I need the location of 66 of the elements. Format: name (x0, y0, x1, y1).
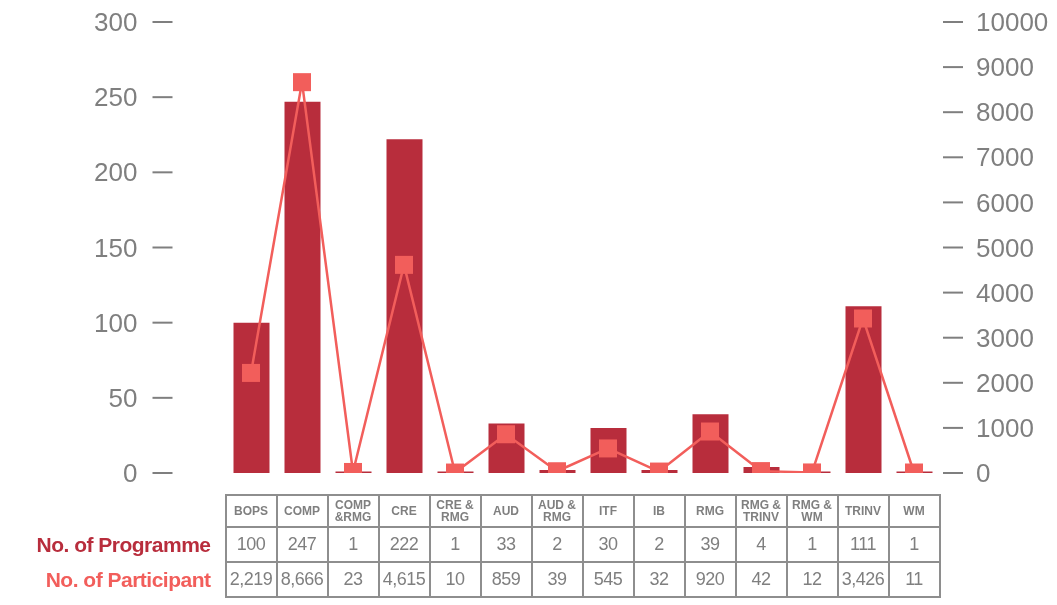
x-tick-label: RMG & TRINV (735, 495, 787, 527)
data-label: 30 (582, 527, 634, 562)
x-tick-label: COMP &RMG (327, 495, 379, 527)
data-label: 39 (531, 562, 583, 597)
text: No. of Participant (44, 566, 212, 593)
x-tick-label: BOPS (225, 495, 277, 527)
data-label: 3,426 (837, 562, 889, 597)
x-tick-label: CRE (378, 495, 430, 527)
x-tick-label: CRE & RMG (429, 495, 481, 527)
data-label: 42 (735, 562, 787, 597)
x-tick-label: COMP (276, 495, 328, 527)
data-label: 4,615 (378, 562, 430, 597)
y-tick-label: 300 (94, 7, 138, 38)
y2-tick-label: 6000 (976, 187, 1034, 218)
y-tick-label: 250 (94, 82, 138, 113)
data-label: 4 (735, 527, 787, 562)
data-label: 247 (276, 527, 328, 562)
data-label: 32 (633, 562, 685, 597)
y2-tick-label: 9000 (976, 52, 1034, 83)
data-label: 920 (684, 562, 736, 597)
y-tick-label: 150 (94, 232, 138, 263)
data-label: 1 (429, 527, 481, 562)
data-label: 222 (378, 527, 430, 562)
data-label: 1 (786, 527, 838, 562)
data-label: 2,219 (225, 562, 277, 597)
y2-tick-label: 8000 (976, 97, 1034, 128)
data-label: 1 (327, 527, 379, 562)
data-label: 39 (684, 527, 736, 562)
y2-tick-label: 7000 (976, 142, 1034, 173)
data-label: 10 (429, 562, 481, 597)
bar (284, 101, 321, 473)
x-tick-label: WM (888, 495, 940, 527)
bar (386, 139, 423, 473)
data-label: 8,666 (276, 562, 328, 597)
data-label: 100 (225, 527, 277, 562)
y2-tick-label: 1000 (976, 413, 1034, 443)
y2-tick-label: 3000 (976, 322, 1034, 353)
x-tick-label: AUD (480, 495, 532, 527)
data-label: 545 (582, 562, 634, 597)
x-tick-label: TRINV (837, 495, 889, 527)
data-label: 12 (786, 562, 838, 597)
y2-tick-label: 4000 (976, 277, 1034, 308)
x-tick-label: RMG (684, 495, 736, 527)
x-tick-label: IB (633, 495, 685, 527)
data-label: 2 (633, 527, 685, 562)
text: No. of Programme (35, 531, 212, 558)
y-tick-label: 50 (108, 382, 138, 413)
y-tick-label: 100 (94, 307, 138, 338)
bar (233, 322, 270, 473)
y-tick-label: 200 (94, 157, 138, 188)
data-label: 2 (531, 527, 583, 562)
y2-tick-label: 10000 (976, 7, 1049, 38)
data-label: 33 (480, 527, 532, 562)
x-tick-label: AUD & RMG (531, 495, 583, 527)
y-tick-label: 0 (123, 458, 138, 489)
bar (845, 306, 882, 473)
y2-tick-label: 2000 (976, 367, 1034, 398)
data-label: 111 (837, 527, 889, 562)
y2-tick-label: 5000 (976, 232, 1034, 263)
x-tick-label: RMG & WM (786, 495, 838, 527)
data-label: 11 (888, 562, 940, 597)
data-label: 23 (327, 562, 379, 597)
y2-tick-label: 0 (976, 458, 991, 489)
data-label: 859 (480, 562, 532, 597)
x-tick-label: ITF (582, 495, 634, 527)
data-label: 1 (888, 527, 940, 562)
